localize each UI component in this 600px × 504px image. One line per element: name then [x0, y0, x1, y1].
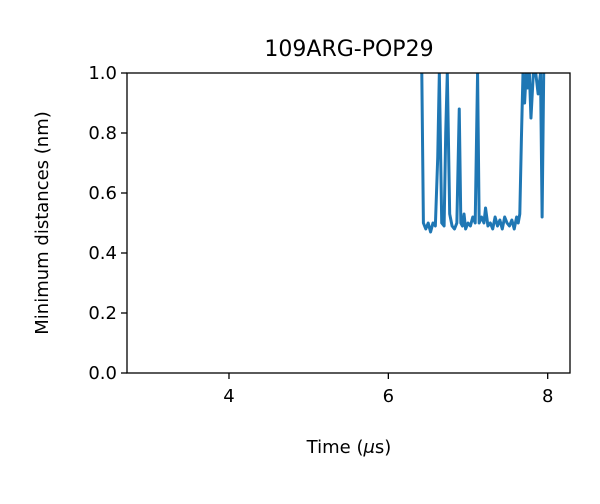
- y-tick-label: 0.8: [88, 123, 117, 144]
- axes-frame: [126, 72, 571, 374]
- y-tick-label: 0.0: [88, 363, 117, 384]
- x-tick-label: 4: [223, 386, 234, 407]
- y-axis-label: Minimum distances (nm): [32, 111, 53, 335]
- y-tick-label: 0.4: [88, 243, 117, 264]
- y-tick-label: 0.2: [88, 303, 117, 324]
- y-axis-ticks: 0.0 0.2 0.4 0.6 0.8 1.0: [88, 63, 127, 384]
- y-tick-label: 1.0: [88, 63, 117, 84]
- chart-title: 109ARG-POP29: [264, 37, 433, 62]
- y-tick-label: 0.6: [88, 183, 117, 204]
- x-axis-ticks: 4 6 8: [223, 373, 553, 407]
- series-line-0: [420, 73, 546, 234]
- x-tick-label: 8: [542, 386, 553, 407]
- plot-area: [420, 73, 546, 234]
- x-tick-label: 6: [383, 386, 394, 407]
- x-axis-label: Time (μs): [306, 437, 392, 458]
